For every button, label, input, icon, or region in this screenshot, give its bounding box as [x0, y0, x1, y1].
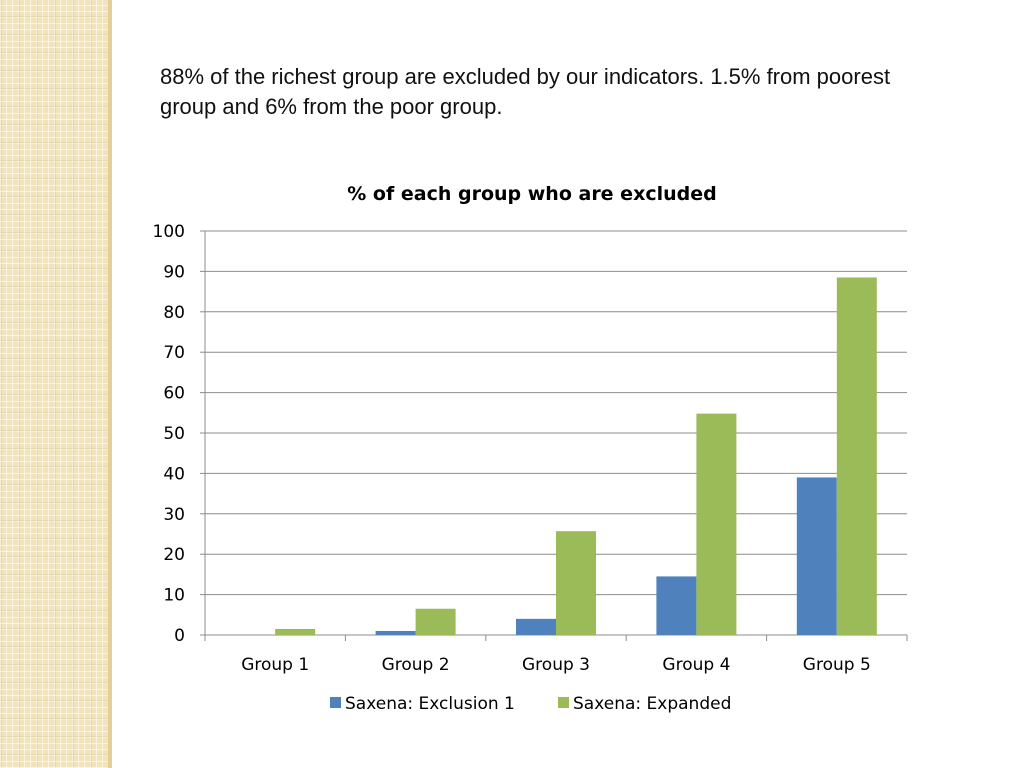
slide-body-text: 88% of the richest group are excluded by…: [160, 64, 891, 119]
y-tick-label: 50: [163, 424, 185, 444]
bar-exclusion-1-4: [656, 576, 697, 635]
legend-swatch: [330, 697, 341, 708]
bar-expanded-4: [696, 413, 737, 635]
bar-expanded-3: [556, 531, 596, 635]
y-tick-label: 70: [163, 343, 185, 363]
legend-label: Saxena: Exclusion 1: [345, 694, 515, 714]
legend: Saxena: Exclusion 1 Saxena: Expanded: [330, 694, 731, 714]
x-category-label: Group 1: [241, 655, 309, 675]
y-tick-label: 40: [163, 464, 185, 484]
chart-title: % of each group who are excluded: [347, 183, 716, 205]
x-category-label: Group 4: [662, 655, 730, 675]
legend-swatch: [558, 697, 569, 708]
x-category-label: Group 3: [522, 655, 590, 675]
decorative-side-pattern: [0, 0, 112, 768]
bars: [275, 277, 877, 635]
x-category-label: Group 5: [803, 655, 871, 675]
y-tick-label: 60: [163, 384, 185, 404]
y-tick-label: 80: [163, 303, 185, 323]
bar-exclusion-1-3: [516, 618, 556, 635]
bar-expanded-5: [836, 277, 877, 635]
legend-label: Saxena: Expanded: [573, 694, 731, 714]
y-tick-label: 100: [153, 222, 185, 242]
x-category-label: Group 2: [382, 655, 450, 675]
bar-expanded-1: [275, 628, 316, 635]
y-tick-label: 30: [163, 505, 185, 525]
bar-exclusion-1-5: [796, 477, 837, 635]
y-tick-label: 0: [174, 626, 185, 646]
bar-exclusion-1-2: [375, 630, 416, 635]
y-tick-label: 90: [163, 262, 185, 282]
y-tick-label: 10: [163, 586, 185, 606]
y-tick-label: 20: [163, 545, 185, 565]
category-labels: Group 1 Group 2 Group 3 Group 4 Group 5: [241, 655, 871, 675]
y-tick-labels: 0 10 20 30 40 50 60 70 80 90 100: [153, 222, 185, 646]
bar-expanded-2: [415, 608, 456, 635]
